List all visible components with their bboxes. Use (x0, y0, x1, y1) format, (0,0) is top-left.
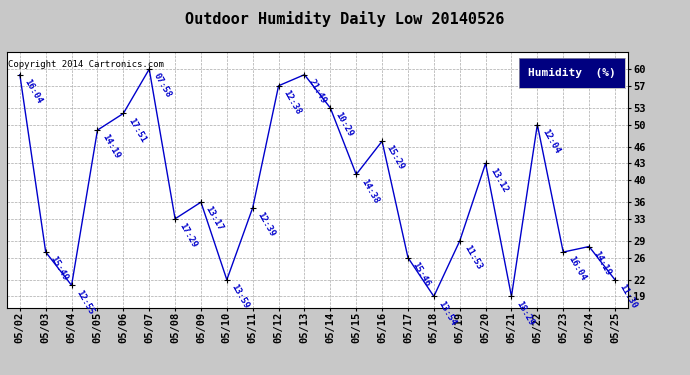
Text: 13:54: 13:54 (437, 299, 458, 327)
Text: 12:38: 12:38 (282, 88, 303, 116)
Text: 18:29: 18:29 (514, 299, 535, 327)
Text: 14:38: 14:38 (359, 177, 380, 205)
Text: 13:59: 13:59 (230, 282, 251, 310)
Text: 12:04: 12:04 (540, 128, 562, 155)
Text: 15:49: 15:49 (48, 255, 70, 283)
Text: 14:19: 14:19 (592, 249, 613, 277)
Text: 16:04: 16:04 (23, 78, 44, 105)
Text: 13:17: 13:17 (204, 205, 225, 233)
Text: 13:12: 13:12 (489, 166, 510, 194)
Text: 15:29: 15:29 (385, 144, 406, 172)
Text: 15:46: 15:46 (411, 260, 432, 288)
Text: Outdoor Humidity Daily Low 20140526: Outdoor Humidity Daily Low 20140526 (186, 11, 504, 27)
Text: 10:29: 10:29 (333, 111, 355, 138)
Text: Copyright 2014 Cartronics.com: Copyright 2014 Cartronics.com (8, 60, 164, 69)
Text: 12:39: 12:39 (255, 210, 277, 238)
Text: 12:55: 12:55 (75, 288, 96, 316)
Text: 17:51: 17:51 (126, 116, 148, 144)
Text: 17:29: 17:29 (178, 222, 199, 249)
Text: 16:04: 16:04 (566, 255, 587, 283)
Text: 14:19: 14:19 (100, 133, 121, 160)
Text: 11:53: 11:53 (462, 244, 484, 272)
Text: 11:30: 11:30 (618, 282, 639, 310)
Text: 07:58: 07:58 (152, 72, 173, 100)
Text: 21:49: 21:49 (307, 78, 328, 105)
